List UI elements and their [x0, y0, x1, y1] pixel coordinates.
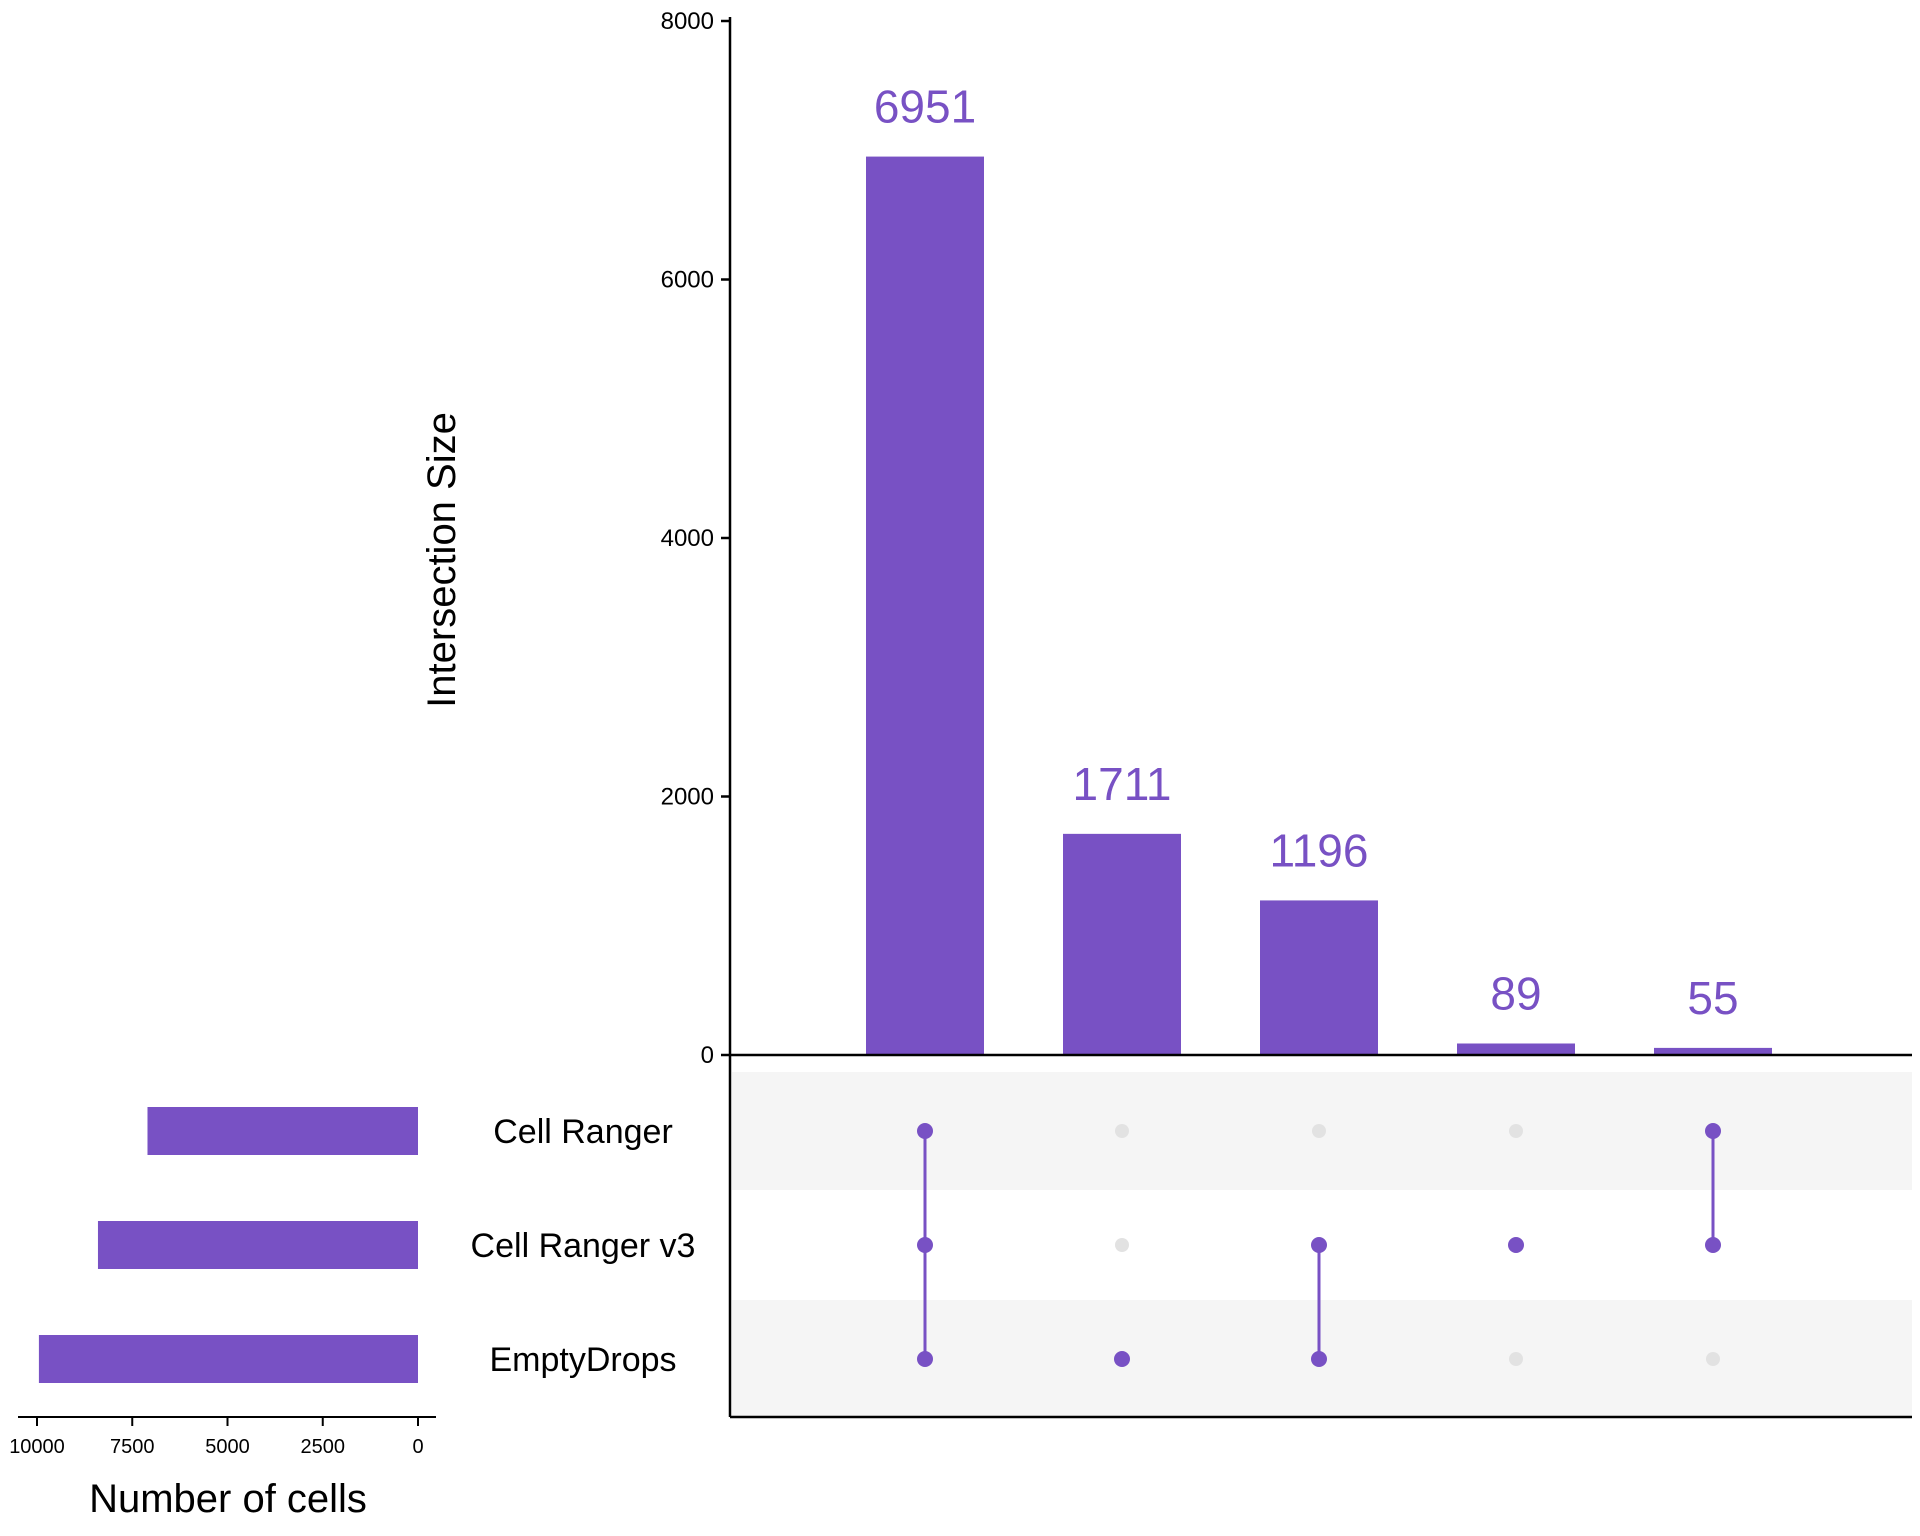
- matrix-dot-inactive: [1312, 1124, 1326, 1138]
- intersection-bar-label: 89: [1490, 967, 1541, 1019]
- set-axis-tick-label: 2500: [301, 1436, 346, 1458]
- y-tick-label: 2000: [661, 784, 714, 811]
- set-size-bar: [38, 1335, 418, 1383]
- intersection-bar-label: 1711: [1073, 758, 1172, 810]
- y-tick-label: 8000: [661, 8, 714, 35]
- set-axis-tick-label: 0: [412, 1436, 423, 1458]
- set-label: Cell Ranger: [493, 1113, 673, 1151]
- intersection-bar: [1260, 900, 1378, 1055]
- set-size-axis: 10000 7500 5000 2500 0: [9, 1416, 436, 1458]
- y-tick-label: 6000: [661, 267, 714, 294]
- set-axis-tick-label: 7500: [110, 1436, 155, 1458]
- intersection-bar-labels: 6951 1711 1196 89 55: [874, 81, 1739, 1024]
- matrix-dot-active: [1311, 1237, 1327, 1253]
- intersection-size-axis-title: Intersection Size: [420, 412, 464, 708]
- y-tick-label: 0: [701, 1042, 714, 1069]
- set-label: EmptyDrops: [489, 1341, 676, 1379]
- intersection-bar-label: 6951: [874, 81, 976, 133]
- set-axis-tick-label: 10000: [9, 1436, 65, 1458]
- set-size-axis-title: Number of cells: [89, 1477, 367, 1521]
- set-size-bar: [97, 1221, 419, 1269]
- set-axis-tick-label: 5000: [205, 1436, 250, 1458]
- matrix-dot-inactive: [1115, 1124, 1129, 1138]
- set-label: Cell Ranger v3: [471, 1227, 696, 1265]
- intersection-bar-label: 55: [1687, 972, 1738, 1024]
- matrix-dot-inactive: [1115, 1238, 1129, 1252]
- intersection-bar: [866, 156, 984, 1055]
- matrix-dot-inactive: [1509, 1124, 1523, 1138]
- set-size-bar: [147, 1107, 419, 1155]
- matrix-dots: [917, 1123, 1721, 1367]
- intersection-bar: [1654, 1047, 1772, 1055]
- matrix-dot-active: [917, 1237, 933, 1253]
- set-size-bars: [38, 1107, 419, 1383]
- intersection-bar: [1063, 833, 1181, 1055]
- matrix-dot-inactive: [1509, 1352, 1523, 1366]
- matrix-dot-active: [917, 1351, 933, 1367]
- intersection-bars: [866, 156, 1772, 1055]
- matrix-dot-active: [1311, 1351, 1327, 1367]
- matrix-dot-active: [1705, 1123, 1721, 1139]
- intersection-size-axis: 0 2000 4000 6000 8000: [661, 8, 1912, 1419]
- intersection-bar-label: 1196: [1270, 824, 1369, 876]
- intersection-bar: [1457, 1043, 1575, 1055]
- y-tick-label: 4000: [661, 525, 714, 552]
- matrix-dot-active: [1705, 1237, 1721, 1253]
- set-labels: Cell Ranger Cell Ranger v3 EmptyDrops: [471, 1113, 696, 1379]
- matrix-dot-active: [1114, 1351, 1130, 1367]
- matrix-dot-active: [1508, 1237, 1524, 1253]
- matrix-dot-inactive: [1706, 1352, 1720, 1366]
- matrix-dot-active: [917, 1123, 933, 1139]
